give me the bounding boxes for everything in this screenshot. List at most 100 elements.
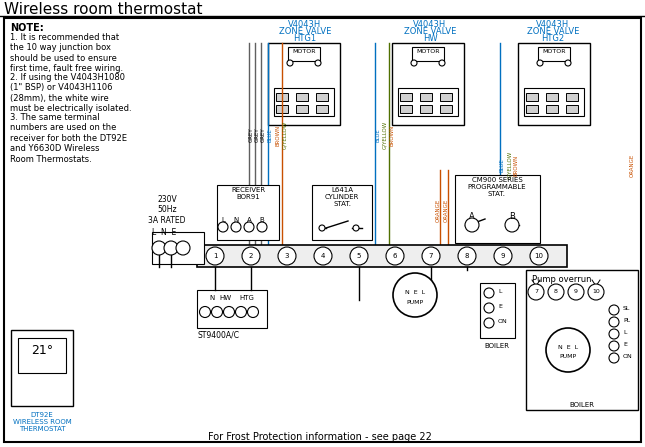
Circle shape xyxy=(484,303,494,313)
Text: L: L xyxy=(498,289,502,294)
Text: MOTOR: MOTOR xyxy=(416,49,440,54)
Text: MOTOR: MOTOR xyxy=(292,49,316,54)
Text: 21°: 21° xyxy=(31,345,53,358)
Text: 7: 7 xyxy=(429,253,433,259)
Text: N  E  L: N E L xyxy=(405,290,425,295)
Circle shape xyxy=(244,222,254,232)
Circle shape xyxy=(484,288,494,298)
Circle shape xyxy=(609,329,619,339)
Bar xyxy=(18,338,66,373)
Circle shape xyxy=(609,353,619,363)
Bar xyxy=(197,290,267,328)
Text: PUMP: PUMP xyxy=(406,300,424,305)
Text: BROWN: BROWN xyxy=(514,154,519,176)
Bar xyxy=(526,270,638,410)
Bar xyxy=(11,330,73,406)
Circle shape xyxy=(353,225,359,231)
Text: 1. It is recommended that
the 10 way junction box
should be used to ensure
first: 1. It is recommended that the 10 way jun… xyxy=(10,33,123,73)
Circle shape xyxy=(315,60,321,66)
Text: G/YELLOW: G/YELLOW xyxy=(382,121,387,149)
Text: DT92E
WIRELESS ROOM
THERMOSTAT: DT92E WIRELESS ROOM THERMOSTAT xyxy=(13,412,72,432)
Circle shape xyxy=(287,60,293,66)
Circle shape xyxy=(530,247,548,265)
Text: E: E xyxy=(623,342,627,347)
Bar xyxy=(566,105,578,113)
Circle shape xyxy=(235,307,246,317)
Circle shape xyxy=(484,318,494,328)
Circle shape xyxy=(314,247,332,265)
Text: 7: 7 xyxy=(534,289,538,294)
Text: HTG: HTG xyxy=(239,295,254,301)
Text: ZONE VALVE: ZONE VALVE xyxy=(279,27,331,36)
Bar xyxy=(276,105,288,113)
Circle shape xyxy=(248,307,259,317)
Circle shape xyxy=(537,60,543,66)
Text: Pump overrun: Pump overrun xyxy=(532,275,591,284)
Bar xyxy=(440,105,452,113)
Bar xyxy=(518,43,590,125)
Text: 1: 1 xyxy=(213,253,217,259)
Circle shape xyxy=(588,284,604,300)
Text: PL: PL xyxy=(623,318,630,323)
Bar xyxy=(526,105,538,113)
Bar xyxy=(268,43,340,125)
Text: HTG2: HTG2 xyxy=(541,34,564,43)
Text: ORANGE: ORANGE xyxy=(444,198,449,222)
Bar xyxy=(538,47,570,61)
Text: N: N xyxy=(233,217,239,223)
Text: V4043H: V4043H xyxy=(413,20,446,29)
Bar xyxy=(566,93,578,101)
Bar xyxy=(440,93,452,101)
Text: ST9400A/C: ST9400A/C xyxy=(197,330,239,339)
Circle shape xyxy=(494,247,512,265)
Text: ZONE VALVE: ZONE VALVE xyxy=(527,27,579,36)
Text: ORANGE: ORANGE xyxy=(630,153,635,177)
Text: B: B xyxy=(260,217,264,223)
Circle shape xyxy=(206,247,224,265)
Text: ORANGE: ORANGE xyxy=(436,198,441,222)
Text: ZONE VALVE: ZONE VALVE xyxy=(404,27,456,36)
Circle shape xyxy=(386,247,404,265)
Text: BOILER: BOILER xyxy=(484,343,510,349)
Circle shape xyxy=(278,247,296,265)
Text: 3. The same terminal
numbers are used on the
receiver for both the DT92E
and Y66: 3. The same terminal numbers are used on… xyxy=(10,113,127,164)
Bar xyxy=(400,105,412,113)
Bar xyxy=(152,232,204,264)
Text: BOILER: BOILER xyxy=(570,402,595,408)
Text: L: L xyxy=(623,330,626,335)
Text: GREY: GREY xyxy=(255,128,260,142)
Text: 9: 9 xyxy=(574,289,578,294)
Circle shape xyxy=(199,307,210,317)
Circle shape xyxy=(548,284,564,300)
Text: L: L xyxy=(221,217,225,223)
Circle shape xyxy=(505,218,519,232)
Text: Wireless room thermostat: Wireless room thermostat xyxy=(4,2,203,17)
Text: BLUE: BLUE xyxy=(500,158,505,172)
Bar xyxy=(546,105,558,113)
Text: N  E  L: N E L xyxy=(558,345,578,350)
Text: ON: ON xyxy=(623,354,633,359)
Bar xyxy=(400,93,412,101)
Text: For Frost Protection information - see page 22: For Frost Protection information - see p… xyxy=(208,432,432,442)
Text: 230V
50Hz
3A RATED: 230V 50Hz 3A RATED xyxy=(148,195,186,225)
Text: GREY: GREY xyxy=(249,128,254,142)
Text: MOTOR: MOTOR xyxy=(542,49,566,54)
Circle shape xyxy=(218,222,228,232)
Bar xyxy=(274,88,334,116)
Circle shape xyxy=(224,307,235,317)
Text: E: E xyxy=(498,304,502,309)
Bar xyxy=(526,93,538,101)
Circle shape xyxy=(231,222,241,232)
Text: SL: SL xyxy=(623,306,630,311)
Text: A: A xyxy=(246,217,252,223)
Bar xyxy=(392,43,464,125)
Text: 2: 2 xyxy=(249,253,253,259)
Bar xyxy=(412,47,444,61)
Text: 10: 10 xyxy=(592,289,600,294)
Text: 5: 5 xyxy=(357,253,361,259)
Circle shape xyxy=(546,328,590,372)
Circle shape xyxy=(439,60,445,66)
Text: PUMP: PUMP xyxy=(559,354,577,359)
Text: 8: 8 xyxy=(554,289,558,294)
Text: ON: ON xyxy=(498,319,508,324)
